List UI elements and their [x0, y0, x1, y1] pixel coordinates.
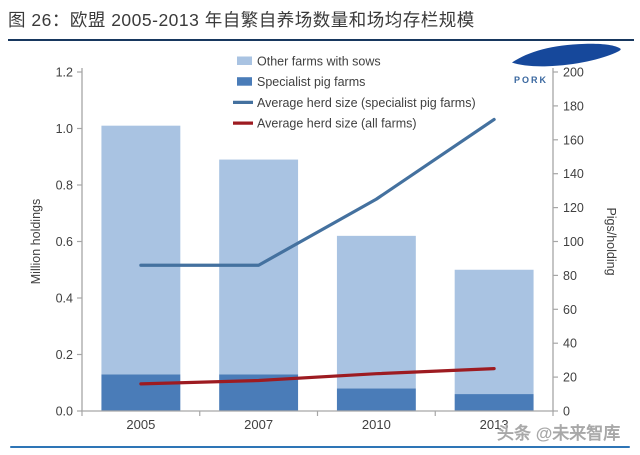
- y-left-tick-label: 0.8: [56, 179, 73, 193]
- bar-2005-other-farms-with-sows: [101, 125, 181, 375]
- bar-2010-specialist-pig-farms: [336, 388, 416, 411]
- bar-2005-specialist-pig-farms: [101, 374, 181, 411]
- bar-2007-other-farms-with-sows: [219, 159, 299, 375]
- legend-label: Other farms with sows: [257, 55, 381, 69]
- y-left-tick-label: 1.2: [56, 66, 73, 80]
- left-axis-title: Million holdings: [29, 199, 43, 284]
- figure-title: 图 26：欧盟 2005-2013 年自繁自养场数量和场均存栏规模: [8, 10, 475, 30]
- y-right-tick-label: 20: [563, 371, 577, 385]
- bar-2013-specialist-pig-farms: [454, 394, 534, 411]
- legend-swatch-other-farms-with-sows: [237, 56, 252, 65]
- line-average-herd-size-all-farms: [139, 367, 496, 386]
- legend-swatch-specialist-pig-farms: [237, 77, 252, 86]
- y-right-tick-label: 100: [563, 235, 584, 249]
- y-right-tick-label: 0: [563, 405, 570, 419]
- y-right-tick-label: 160: [563, 133, 584, 147]
- pork-swoosh-icon: [511, 43, 621, 67]
- bar-2010-other-farms-with-sows: [336, 235, 416, 389]
- legend-label: Average herd size (specialist pig farms): [257, 96, 476, 110]
- line-average-herd-size-specialist-pig-farms: [139, 117, 496, 267]
- y-left-tick-label: 0.4: [56, 292, 73, 306]
- y-right-tick-label: 120: [563, 201, 584, 215]
- y-right-tick-label: 40: [563, 337, 577, 351]
- pork-logo-text: PORK: [514, 75, 549, 85]
- x-tick-label: 2010: [362, 417, 391, 432]
- right-axis-title: Pigs/holding: [604, 207, 618, 275]
- y-left-tick-label: 0.0: [56, 405, 73, 419]
- bottom-divider: [10, 446, 630, 448]
- pork-logo: PORK: [506, 42, 628, 85]
- y-right-tick-label: 180: [563, 99, 584, 113]
- watermark: 头条 @未来智库: [497, 424, 621, 443]
- y-left-tick-label: 0.6: [56, 235, 73, 249]
- y-right-tick-label: 80: [563, 269, 577, 283]
- y-right-tick-label: 200: [563, 66, 584, 80]
- y-left-tick-label: 0.2: [56, 348, 73, 362]
- y-left-tick-label: 1.0: [56, 122, 73, 136]
- legend-label: Specialist pig farms: [257, 75, 365, 89]
- y-right-tick-label: 60: [563, 303, 577, 317]
- x-tick-label: 2005: [126, 417, 155, 432]
- x-tick-label: 2007: [244, 417, 273, 432]
- legend-label: Average herd size (all farms): [257, 117, 417, 131]
- x-tick-label: 2013: [480, 417, 509, 432]
- bar-2013-other-farms-with-sows: [454, 269, 534, 395]
- y-right-tick-label: 140: [563, 167, 584, 181]
- title-divider: [8, 39, 634, 41]
